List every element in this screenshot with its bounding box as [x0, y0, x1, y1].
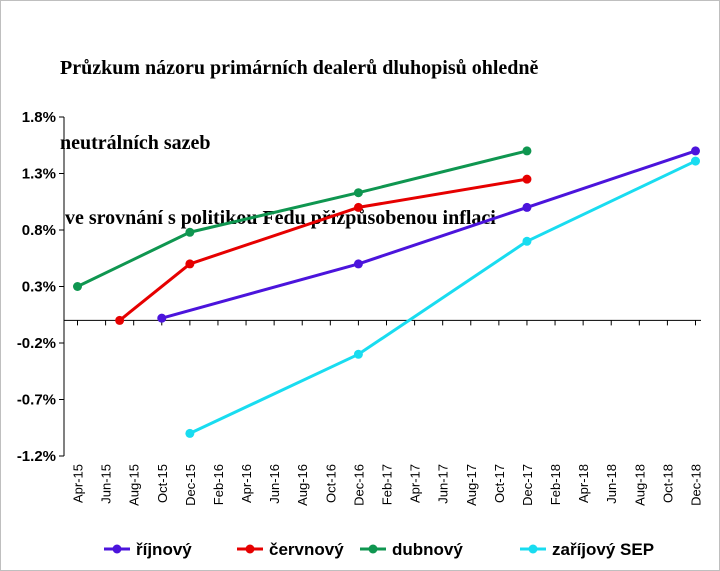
- data-point-4: [353, 349, 363, 359]
- chart-title-line-2: neutrálních sazeb: [60, 132, 211, 154]
- x-tick-label: Feb-17: [380, 464, 395, 505]
- y-tick-label: 0.3%: [22, 279, 56, 296]
- y-tick-label: -0.7%: [17, 392, 56, 409]
- x-tick-label: Dec-18: [689, 464, 704, 506]
- y-tick-label: 0.8%: [22, 222, 56, 239]
- y-tick-label: -0.2%: [17, 335, 56, 352]
- data-point-3: [185, 227, 195, 237]
- legend-label-1: říjnový: [136, 540, 192, 559]
- data-point-1: [157, 313, 167, 323]
- chart-title-line-3: ve srovnání s politikou Fedu přizpůsoben…: [60, 207, 496, 229]
- x-tick-label: Apr-16: [239, 464, 254, 503]
- series-line-3: [76, 149, 528, 288]
- x-tick-label: Feb-16: [211, 464, 226, 505]
- x-tick-label: Oct-16: [323, 464, 338, 503]
- data-point-1: [353, 259, 363, 269]
- x-tick-label: Jun-18: [604, 464, 619, 504]
- x-tick-label: Jun-15: [99, 464, 114, 504]
- legend-label-3: dubnový: [392, 540, 463, 559]
- data-point-2: [522, 174, 532, 184]
- x-tick-label: Dec-15: [183, 464, 198, 506]
- x-tick-label: Apr-15: [71, 464, 86, 503]
- chart-title: Průzkum názoru primárních dealerů dluhop…: [60, 6, 700, 256]
- y-tick-label: 1.3%: [22, 166, 56, 183]
- series-line-1: [161, 149, 696, 320]
- legend-swatch-marker: [528, 544, 538, 554]
- data-point-1: [691, 146, 700, 156]
- data-point-4: [522, 236, 532, 246]
- x-tick-label: Aug-17: [464, 464, 479, 506]
- x-tick-label: Apr-18: [576, 464, 591, 503]
- legend-swatch-marker: [112, 544, 122, 554]
- legend-label-2: červnový: [269, 540, 344, 559]
- legend-swatch-marker: [368, 544, 378, 554]
- series-line-4: [189, 159, 697, 435]
- x-tick-label: Oct-15: [155, 464, 170, 503]
- data-point-2: [115, 315, 125, 325]
- x-tick-label: Apr-17: [408, 464, 423, 503]
- data-point-4: [185, 428, 195, 438]
- x-tick-label: Dec-17: [520, 464, 535, 506]
- y-tick-label: 1.8%: [22, 109, 56, 126]
- data-point-2: [353, 202, 363, 212]
- data-point-2: [185, 259, 195, 269]
- x-tick-label: Jun-17: [436, 464, 451, 504]
- data-point-4: [691, 156, 700, 166]
- data-point-3: [522, 146, 532, 156]
- data-point-3: [73, 282, 82, 291]
- x-tick-label: Oct-17: [492, 464, 507, 503]
- chart-title-line-1: Průzkum názoru primárních dealerů dluhop…: [60, 57, 539, 79]
- legend-swatch-marker: [245, 544, 255, 554]
- x-tick-label: Jun-16: [267, 464, 282, 504]
- x-tick-label: Feb-18: [548, 464, 563, 505]
- data-point-3: [353, 188, 363, 198]
- x-tick-label: Dec-16: [351, 464, 366, 506]
- x-tick-label: Aug-16: [295, 464, 310, 506]
- x-tick-label: Oct-18: [660, 464, 675, 503]
- y-tick-label: -1.2%: [17, 448, 56, 465]
- legend-label-4: zaříjový SEP: [552, 540, 654, 559]
- series-line-2: [118, 177, 528, 322]
- x-tick-label: Aug-18: [632, 464, 647, 506]
- data-point-1: [522, 202, 532, 212]
- x-tick-label: Aug-15: [127, 464, 142, 506]
